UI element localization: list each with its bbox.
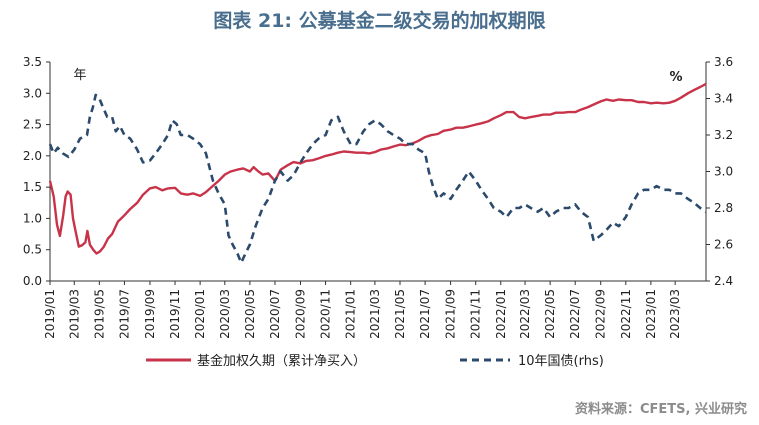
x-tick-label: 2022/07: [568, 289, 582, 339]
x-tick-label: 2021/09: [444, 289, 458, 339]
x-tick-label: 2022/05: [543, 289, 557, 339]
x-tick-label: 2021/05: [393, 289, 407, 339]
left-tick-label: 1.0: [23, 211, 42, 225]
x-tick-label: 2021/03: [368, 289, 382, 339]
x-tick-label: 2021/11: [469, 289, 483, 339]
x-tick-label: 2020/03: [218, 289, 232, 339]
right-tick-label: 3.2: [714, 128, 733, 142]
left-tick-label: 1.5: [23, 180, 42, 194]
x-tick-label: 2020/01: [193, 289, 207, 339]
left-tick-label: 0.0: [23, 274, 42, 288]
x-tick-label: 2021/07: [418, 289, 432, 339]
series-line-fund-duration: [48, 82, 707, 255]
x-tick-label: 2019/07: [117, 289, 131, 339]
left-tick-label: 2.5: [23, 118, 42, 132]
left-unit-label: 年: [73, 68, 86, 83]
x-tick-label: 2022/11: [619, 289, 633, 339]
left-tick-label: 0.5: [23, 243, 42, 257]
x-tick-label: 2019/11: [168, 289, 182, 339]
left-tick-label: 3.5: [23, 55, 42, 69]
x-tick-label: 2020/07: [268, 289, 282, 339]
x-tick-label: 2022/01: [494, 289, 508, 339]
chart-title: 图表 21: 公募基金二级交易的加权期限: [213, 10, 546, 32]
right-tick-label: 3.0: [714, 165, 733, 179]
right-unit-label: %: [669, 70, 682, 85]
x-tick-label: 2022/03: [518, 289, 532, 339]
x-tick-label: 2019/05: [92, 289, 106, 339]
x-tick-label: 2019/09: [143, 289, 157, 339]
x-tick-label: 2020/09: [293, 289, 307, 339]
source-note: 资料来源：CFETS, 兴业研究: [575, 402, 747, 417]
x-tick-label: 2023/03: [668, 289, 682, 339]
x-tick-label: 2019/03: [67, 289, 81, 339]
legend: 基金加权久期（累计净买入） 10年国债(rhs): [146, 353, 604, 369]
series-layer: [48, 82, 707, 265]
right-tick-label: 2.4: [714, 274, 733, 288]
left-tick-label: 3.0: [23, 86, 42, 100]
x-tick-label: 2020/05: [243, 289, 257, 339]
x-tick-label: 2021/01: [344, 289, 358, 339]
right-tick-label: 3.4: [714, 92, 733, 106]
right-tick-label: 3.6: [714, 55, 733, 69]
x-tick-label: 2020/11: [319, 289, 333, 339]
x-tick-label: 2019/01: [43, 289, 57, 339]
right-tick-label: 2.6: [714, 238, 733, 252]
legend-label-fund-duration: 基金加权久期（累计净买入）: [197, 353, 366, 369]
series-line-10y-treasury: [48, 93, 707, 265]
x-tick-label: 2022/09: [594, 289, 608, 339]
axes-group: 0.0 0.5 1.0 1.5 2.0 2.5 3.0 3.5 2.4 2.6 2.8 3.0 3.2 3…: [23, 55, 733, 339]
left-tick-label: 2.0: [23, 149, 42, 163]
x-tick-label: 2023/01: [644, 289, 658, 339]
right-tick-label: 2.8: [714, 201, 733, 215]
legend-label-10y-treasury: 10年国债(rhs): [518, 354, 604, 369]
